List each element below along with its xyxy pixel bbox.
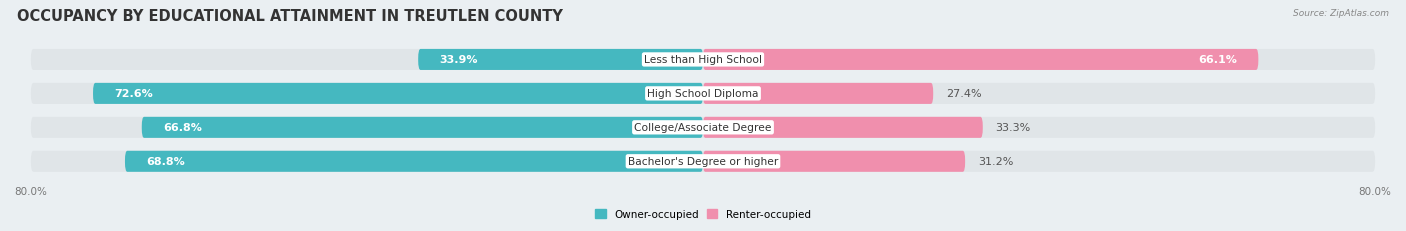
FancyBboxPatch shape (703, 83, 934, 104)
FancyBboxPatch shape (703, 151, 965, 172)
Text: Less than High School: Less than High School (644, 55, 762, 65)
FancyBboxPatch shape (31, 117, 1375, 138)
Text: 66.1%: 66.1% (1198, 55, 1237, 65)
Text: High School Diploma: High School Diploma (647, 89, 759, 99)
Text: 66.8%: 66.8% (163, 123, 201, 133)
FancyBboxPatch shape (93, 83, 703, 104)
Text: OCCUPANCY BY EDUCATIONAL ATTAINMENT IN TREUTLEN COUNTY: OCCUPANCY BY EDUCATIONAL ATTAINMENT IN T… (17, 9, 562, 24)
Text: 31.2%: 31.2% (977, 157, 1014, 167)
Text: 33.3%: 33.3% (995, 123, 1031, 133)
Text: 72.6%: 72.6% (114, 89, 153, 99)
FancyBboxPatch shape (418, 50, 703, 71)
FancyBboxPatch shape (31, 50, 1375, 71)
Text: 27.4%: 27.4% (946, 89, 981, 99)
Legend: Owner-occupied, Renter-occupied: Owner-occupied, Renter-occupied (595, 209, 811, 219)
FancyBboxPatch shape (703, 50, 1258, 71)
FancyBboxPatch shape (703, 117, 983, 138)
Text: Source: ZipAtlas.com: Source: ZipAtlas.com (1294, 9, 1389, 18)
Text: 68.8%: 68.8% (146, 157, 184, 167)
FancyBboxPatch shape (31, 83, 1375, 104)
Text: Bachelor's Degree or higher: Bachelor's Degree or higher (628, 157, 778, 167)
FancyBboxPatch shape (125, 151, 703, 172)
Text: College/Associate Degree: College/Associate Degree (634, 123, 772, 133)
FancyBboxPatch shape (142, 117, 703, 138)
Text: 33.9%: 33.9% (439, 55, 478, 65)
FancyBboxPatch shape (31, 151, 1375, 172)
